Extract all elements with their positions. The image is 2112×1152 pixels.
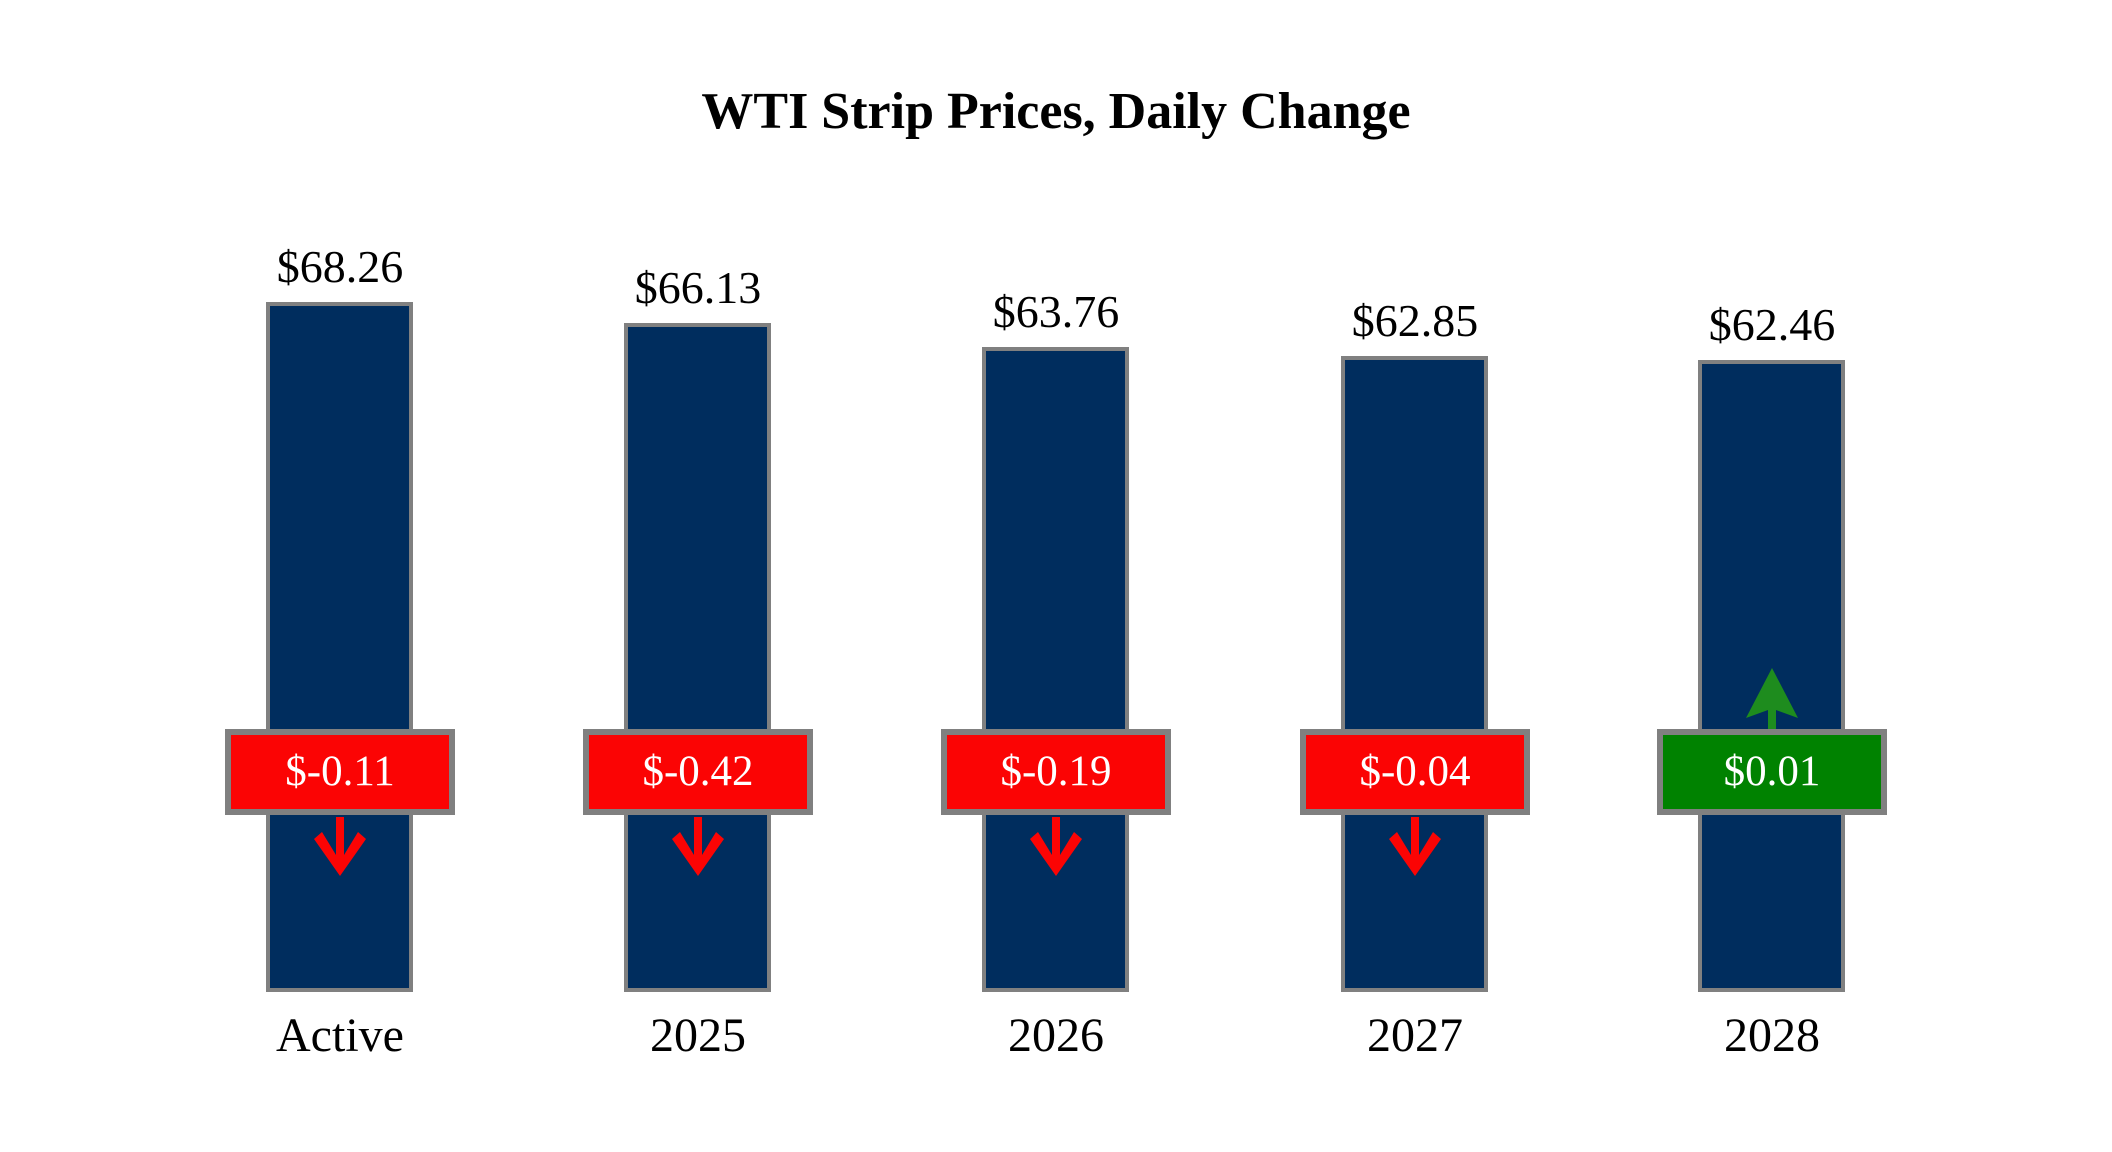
change-badge: $0.01	[1657, 729, 1887, 815]
change-badge: $-0.11	[225, 729, 455, 815]
price-label: $66.13	[634, 262, 762, 313]
bar-group: $68.26 $-0.11 Active	[225, 0, 455, 1152]
down-arrow-icon	[672, 817, 724, 876]
price-label: $62.85	[1351, 295, 1479, 346]
down-arrow-icon	[1389, 817, 1441, 876]
down-arrow-icon	[314, 817, 366, 876]
bar-group: $62.85 $-0.04 2027	[1300, 0, 1530, 1152]
price-bar	[982, 347, 1129, 992]
change-badge: $-0.19	[941, 729, 1171, 815]
category-label: 2028	[1724, 1009, 1820, 1062]
category-label: Active	[276, 1009, 404, 1062]
up-arrow-icon	[1746, 668, 1798, 730]
change-badge: $-0.42	[583, 729, 813, 815]
price-label: $68.26	[276, 241, 404, 292]
category-label: 2025	[650, 1009, 746, 1062]
bar-group: $62.46 $0.01 2028	[1657, 0, 1887, 1152]
chart-title: WTI Strip Prices, Daily Change	[701, 83, 1411, 140]
bar-group: $66.13 $-0.42 2025	[583, 0, 813, 1152]
bar-group: $63.76 $-0.19 2026	[941, 0, 1171, 1152]
change-badge: $-0.04	[1300, 729, 1530, 815]
category-label: 2027	[1367, 1009, 1463, 1062]
price-bar	[1341, 356, 1488, 992]
category-label: 2026	[1008, 1009, 1104, 1062]
price-label: $62.46	[1708, 299, 1836, 350]
price-bar	[266, 302, 413, 992]
price-bar	[624, 323, 771, 992]
price-label: $63.76	[992, 286, 1120, 337]
down-arrow-icon	[1030, 817, 1082, 876]
